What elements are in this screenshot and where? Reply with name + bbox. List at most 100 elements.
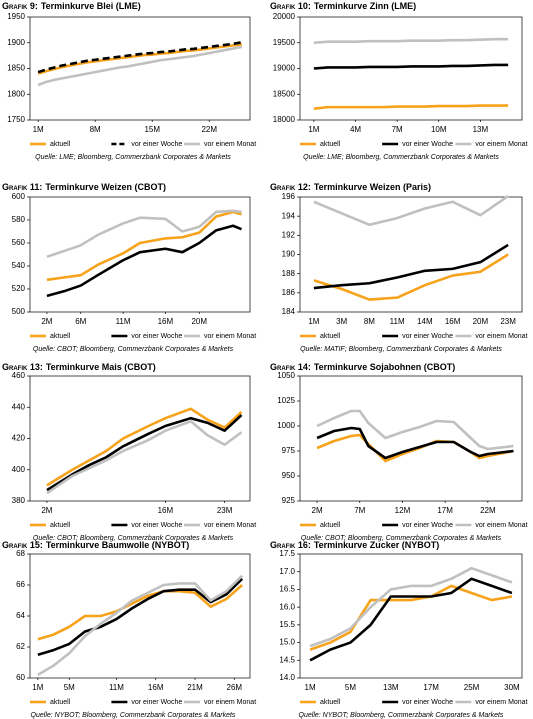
y-tick-label: 19500 [273,38,296,47]
y-tick-label: 196 [282,192,296,201]
y-tick-label: 68 [16,549,25,558]
y-tick-label: 1850 [7,64,25,73]
series-line [316,433,514,463]
y-tick-label: 15.0 [279,638,295,647]
x-tick-label: 13M [473,125,489,134]
source-note: Quelle: LME; Bloomberg, Commerzbank Corp… [35,154,231,161]
y-tick-label: 192 [282,230,296,239]
series-line [313,194,509,227]
y-tick-label: 400 [12,465,26,474]
x-tick-label: 26M [227,683,243,692]
series-line [37,577,244,656]
y-tick-label: 188 [282,269,296,278]
x-tick-label: 23M [217,506,233,515]
x-tick-label: 11M [116,317,131,326]
source-note: Quelle: NYBOT; Bloomberg, Commerzbank Co… [299,712,504,719]
legend-label: vor einer Woche [402,522,453,529]
title-label: Grafik 10: [270,1,311,11]
x-tick-label: 8M [364,317,375,326]
series-line [37,584,244,641]
y-tick-label: 520 [12,284,26,293]
legend-label: aktuell [320,333,341,340]
legend-label: aktuell [50,699,71,706]
title-text: Terminkurve Baumwolle (NYBOT) [46,540,189,550]
y-tick-label: 62 [16,642,25,651]
y-tick-label: 1750 [7,115,25,124]
x-tick-label: 13M [383,683,399,692]
legend-label: vor einer Woche [131,699,182,706]
title-text: Terminkurve Zucker (NYBOT) [314,540,439,550]
x-tick-label: 4M [350,125,361,134]
x-tick-label: 14M [417,317,433,326]
y-tick-label: 186 [282,288,296,297]
y-tick-label: 66 [16,580,25,589]
x-tick-label: 1M [305,683,316,692]
x-tick-label: 7M [354,506,365,515]
y-tick-label: 16.0 [279,602,295,611]
x-tick-label: 5M [345,683,356,692]
x-tick-label: 16M [158,506,174,515]
chart-title: Grafik 10: Terminkurve Zinn (LME) [270,1,416,11]
series-line [316,426,514,460]
title-label: Grafik 15: [2,540,43,550]
y-tick-label: 540 [12,261,26,270]
source-note: Quelle: CBOT; Bloomberg, Commerzbank Cor… [33,346,234,353]
x-tick-label: 25M [464,683,480,692]
series-line [46,209,242,259]
y-tick-label: 184 [282,307,296,316]
y-tick-label: 420 [12,434,26,443]
y-tick-label: 17.5 [279,549,295,558]
x-tick-label: 7M [392,125,403,134]
legend-label: vor einer Woche [402,699,453,706]
series-line [313,243,509,290]
y-tick-label: 1800 [7,89,25,98]
y-tick-label: 1000 [277,421,295,430]
title-text: Terminkurve Mais (CBOT) [46,362,156,372]
title-text: Terminkurve Weizen (Paris) [314,182,431,192]
y-tick-label: 1900 [7,38,25,47]
y-tick-label: 15.5 [279,620,295,629]
plot-frame [299,553,523,679]
series-line [316,409,514,451]
x-tick-label: 3M [336,317,347,326]
series-line [37,40,243,74]
legend-label: vor einem Monat [475,333,527,340]
title-label: Grafik 16: [270,540,311,550]
title-text: Terminkurve Zinn (LME) [314,1,416,11]
x-tick-label: 11M [390,317,405,326]
legend-label: vor einem Monat [204,333,256,340]
x-tick-label: 20M [191,317,207,326]
y-tick-label: 14.5 [279,655,295,664]
y-tick-label: 460 [12,371,26,380]
legend-label: aktuell [50,141,71,148]
title-text: Terminkurve Weizen (CBOT) [45,182,166,192]
title-label: Grafik 11: [2,182,42,192]
source-note: Quelle: NYBOT; Bloomberg, Commerzbank Co… [31,712,236,719]
y-tick-label: 380 [12,496,26,505]
x-tick-label: 2M [312,506,323,515]
series-line [46,224,243,298]
series-line [46,414,243,492]
chart-title: Grafik 13: Terminkurve Mais (CBOT) [2,362,156,372]
x-tick-label: 6M [75,317,86,326]
series-line [46,210,242,282]
title-text: Terminkurve Sojabohnen (CBOT) [314,362,455,372]
legend-label: vor einer Woche [131,141,182,148]
x-tick-label: 22M [201,125,217,134]
x-tick-label: 21M [187,683,203,692]
plot-frame [29,16,251,121]
x-tick-label: 23M [500,317,516,326]
y-tick-label: 194 [282,211,296,220]
title-label: Grafik 14: [270,362,311,372]
chart-title: Grafik 14: Terminkurve Sojabohnen (CBOT) [270,362,455,372]
x-tick-label: 1M [308,317,319,326]
title-label: Grafik 9: [2,1,38,11]
series-line [309,577,513,662]
y-tick-label: 950 [282,471,296,480]
title-text: Terminkurve Blei (LME) [41,1,141,11]
legend-label: vor einer Woche [131,522,182,529]
y-tick-label: 16.5 [279,585,295,594]
y-tick-label: 1050 [277,371,295,380]
x-tick-label: 1M [308,125,319,134]
